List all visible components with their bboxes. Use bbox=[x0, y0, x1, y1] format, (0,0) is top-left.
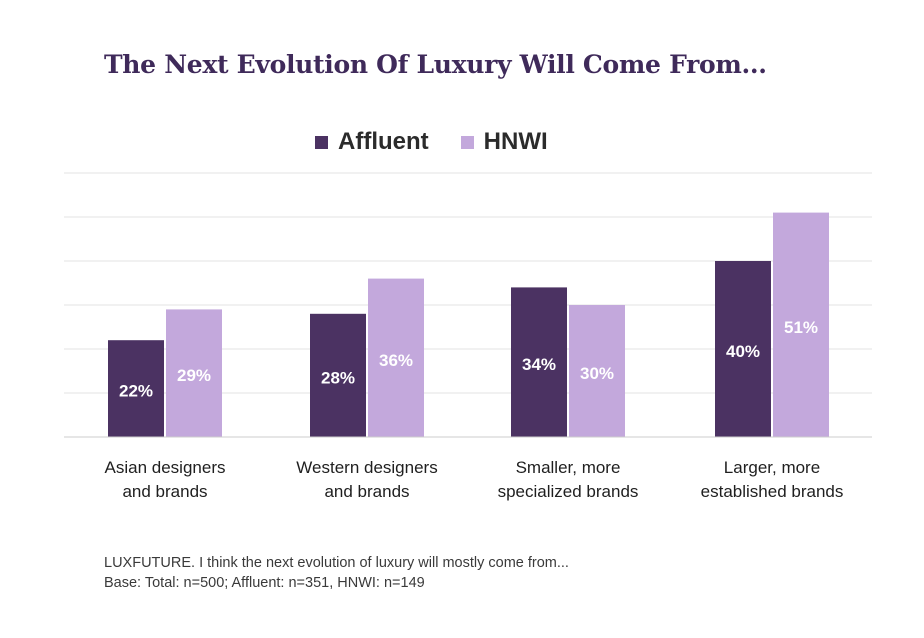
legend-swatch-hnwi bbox=[460, 135, 474, 149]
data-label-hnwi-4: 51% bbox=[784, 318, 818, 337]
x-tick-label-4: Larger, more established brands bbox=[701, 458, 844, 501]
x-tick-label-line: Larger, more bbox=[724, 458, 820, 477]
x-tick-label-line: established brands bbox=[701, 482, 844, 501]
data-label-hnwi-2: 36% bbox=[379, 351, 413, 370]
x-tick-label-line: and brands bbox=[122, 482, 207, 501]
bar-hnwi-4 bbox=[773, 212, 829, 437]
bar-affluent-2 bbox=[310, 313, 366, 437]
bar-hnwi-3 bbox=[569, 305, 625, 437]
x-tick-label-1: Asian designers and brands bbox=[105, 458, 226, 501]
x-tick-label-line: Western designers bbox=[296, 458, 437, 477]
bar-affluent-4 bbox=[715, 261, 771, 437]
data-labels: 22% 29% 28% 36% 34% 30% 40% 51% bbox=[119, 318, 818, 401]
data-label-affluent-2: 28% bbox=[321, 368, 355, 387]
chart-title: The Next Evolution Of Luxury Will Come F… bbox=[104, 50, 767, 79]
legend-label-affluent: Affluent bbox=[338, 128, 429, 155]
bar-affluent-1 bbox=[108, 340, 164, 437]
legend-swatch-affluent bbox=[315, 135, 328, 149]
x-tick-label-line: Smaller, more bbox=[516, 458, 621, 477]
chart-legend: Affluent HNWI bbox=[315, 128, 548, 156]
bar-hnwi-1 bbox=[166, 309, 222, 437]
data-label-affluent-4: 40% bbox=[726, 342, 760, 361]
data-label-affluent-1: 22% bbox=[119, 382, 153, 401]
x-tick-label-3: Smaller, more specialized brands bbox=[498, 458, 639, 501]
data-label-affluent-3: 34% bbox=[522, 355, 556, 374]
legend-item-hnwi: HNWI bbox=[460, 128, 548, 156]
x-tick-label-line: specialized brands bbox=[498, 482, 639, 501]
x-tick-label-line: Asian designers bbox=[105, 458, 226, 477]
footnote: LUXFUTURE. I think the next evolution of… bbox=[104, 553, 569, 593]
legend-label-hnwi: HNWI bbox=[483, 128, 548, 155]
footnote-base: Base: Total: n=500; Affluent: n=351, HNW… bbox=[104, 575, 425, 591]
footnote-question: LUXFUTURE. I think the next evolution of… bbox=[104, 555, 569, 571]
data-label-hnwi-3: 30% bbox=[580, 364, 614, 383]
legend-item-affluent: Affluent bbox=[315, 128, 429, 156]
x-tick-label-line: and brands bbox=[324, 482, 409, 501]
bar-affluent-3 bbox=[511, 287, 567, 437]
x-tick-label-2: Western designers and brands bbox=[296, 458, 437, 501]
data-label-hnwi-1: 29% bbox=[177, 366, 211, 385]
bars bbox=[108, 212, 829, 437]
bar-hnwi-2 bbox=[368, 278, 424, 437]
bar-chart: 22% 29% 28% 36% 34% 30% 40% 51% Asian designers… bbox=[64, 172, 872, 501]
